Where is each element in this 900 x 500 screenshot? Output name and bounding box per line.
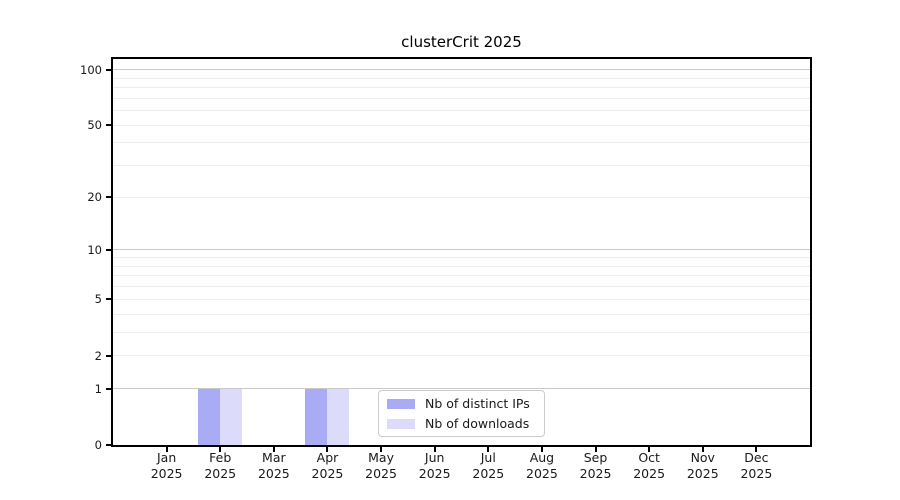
y-tick-mark xyxy=(106,298,111,301)
y-tick-label: 2 xyxy=(94,348,102,363)
x-tick-label: Jul 2025 xyxy=(472,450,505,481)
x-tick-label: Apr 2025 xyxy=(311,450,344,481)
legend-swatch-distinct-ips xyxy=(387,398,415,409)
legend-label-distinct-ips: Nb of distinct IPs xyxy=(425,396,530,411)
minor-gridline xyxy=(113,165,810,167)
plot-area xyxy=(111,57,812,447)
minor-gridline xyxy=(113,313,810,315)
y-tick-label: 5 xyxy=(94,292,102,307)
x-tick-mark xyxy=(219,447,222,452)
legend-entry-distinct-ips: Nb of distinct IPs xyxy=(387,395,536,412)
x-tick-label: Jun 2025 xyxy=(418,450,451,481)
y-tick-mark xyxy=(106,387,111,390)
y-tick-label: 1 xyxy=(94,381,102,396)
minor-gridline xyxy=(113,97,810,99)
major-gridline xyxy=(113,388,810,390)
x-tick-label: May 2025 xyxy=(365,450,397,481)
minor-gridline xyxy=(113,196,810,198)
x-tick-mark xyxy=(594,447,597,452)
y-tick-label: 50 xyxy=(87,118,102,133)
bar-downloads xyxy=(327,388,350,445)
x-tick-label: Sep 2025 xyxy=(579,450,612,481)
minor-gridline xyxy=(113,331,810,333)
legend-swatch-downloads xyxy=(387,418,415,429)
x-tick-mark xyxy=(380,447,383,452)
y-tick-mark xyxy=(106,354,111,357)
x-tick-mark xyxy=(540,447,543,452)
y-tick-mark xyxy=(106,444,111,446)
y-tick-mark xyxy=(106,196,111,199)
y-tick-label: 0 xyxy=(94,438,102,452)
x-tick-label: Aug 2025 xyxy=(526,450,558,481)
plot-inner xyxy=(113,59,810,445)
x-tick-mark xyxy=(272,447,275,452)
minor-gridline xyxy=(113,77,810,79)
minor-gridline xyxy=(113,257,810,259)
minor-gridline xyxy=(113,275,810,277)
minor-gridline xyxy=(113,265,810,267)
minor-gridline xyxy=(113,124,810,126)
chart-title: clusterCrit 2025 xyxy=(401,33,522,51)
minor-gridline xyxy=(113,142,810,144)
y-tick-mark xyxy=(106,248,111,251)
x-tick-mark xyxy=(755,447,758,452)
legend-entry-downloads: Nb of downloads xyxy=(387,415,536,432)
y-tick-mark xyxy=(106,124,111,127)
major-gridline xyxy=(113,69,810,71)
minor-gridline xyxy=(113,355,810,357)
x-tick-label: Oct 2025 xyxy=(633,450,666,481)
x-tick-mark xyxy=(326,447,329,452)
y-tick-label: 10 xyxy=(87,242,102,257)
major-gridline xyxy=(113,249,810,251)
minor-gridline xyxy=(113,298,810,300)
bar-downloads xyxy=(220,388,243,445)
x-tick-mark xyxy=(487,447,490,452)
x-tick-label: Jan 2025 xyxy=(150,450,183,481)
bar-distinct-ips xyxy=(198,388,221,445)
minor-gridline xyxy=(113,87,810,88)
x-tick-label: Mar 2025 xyxy=(257,450,290,481)
x-tick-mark xyxy=(165,447,168,452)
x-tick-mark xyxy=(701,447,704,452)
x-tick-label: Dec 2025 xyxy=(740,450,773,481)
legend: Nb of distinct IPs Nb of downloads xyxy=(378,390,545,437)
x-tick-mark xyxy=(433,447,436,452)
y-tick-label: 20 xyxy=(87,190,102,205)
y-tick-mark xyxy=(106,68,111,71)
x-tick-label: Nov 2025 xyxy=(686,450,719,481)
y-tick-label: 100 xyxy=(80,62,102,77)
minor-gridline xyxy=(113,110,810,112)
x-tick-mark xyxy=(648,447,651,452)
minor-gridline xyxy=(113,286,810,288)
legend-label-downloads: Nb of downloads xyxy=(425,416,530,431)
bar-distinct-ips xyxy=(305,388,328,445)
x-tick-label: Feb 2025 xyxy=(204,450,237,481)
